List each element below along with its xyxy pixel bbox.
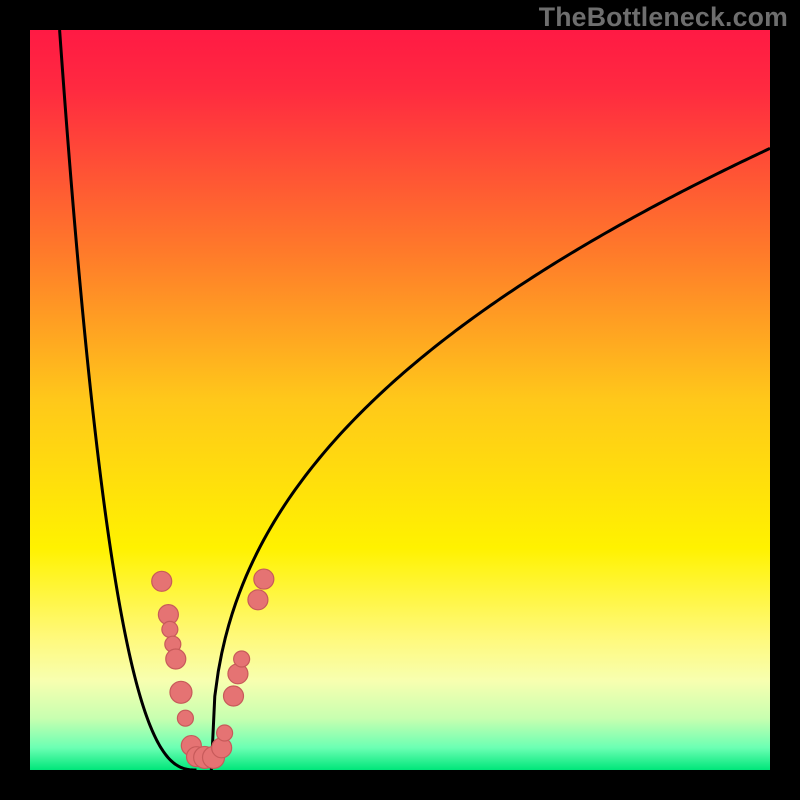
- bottleneck-curve-chart: [30, 30, 770, 770]
- data-marker: [162, 621, 178, 637]
- gradient-background: [30, 30, 770, 770]
- data-marker: [152, 571, 172, 591]
- data-marker: [177, 710, 193, 726]
- data-marker: [224, 686, 244, 706]
- data-marker: [166, 649, 186, 669]
- data-marker: [217, 725, 233, 741]
- data-marker: [170, 681, 192, 703]
- data-marker: [248, 590, 268, 610]
- watermark-text: TheBottleneck.com: [539, 2, 788, 33]
- chart-frame: TheBottleneck.com: [0, 0, 800, 800]
- data-marker: [254, 569, 274, 589]
- data-marker: [234, 651, 250, 667]
- plot-area: [30, 30, 770, 770]
